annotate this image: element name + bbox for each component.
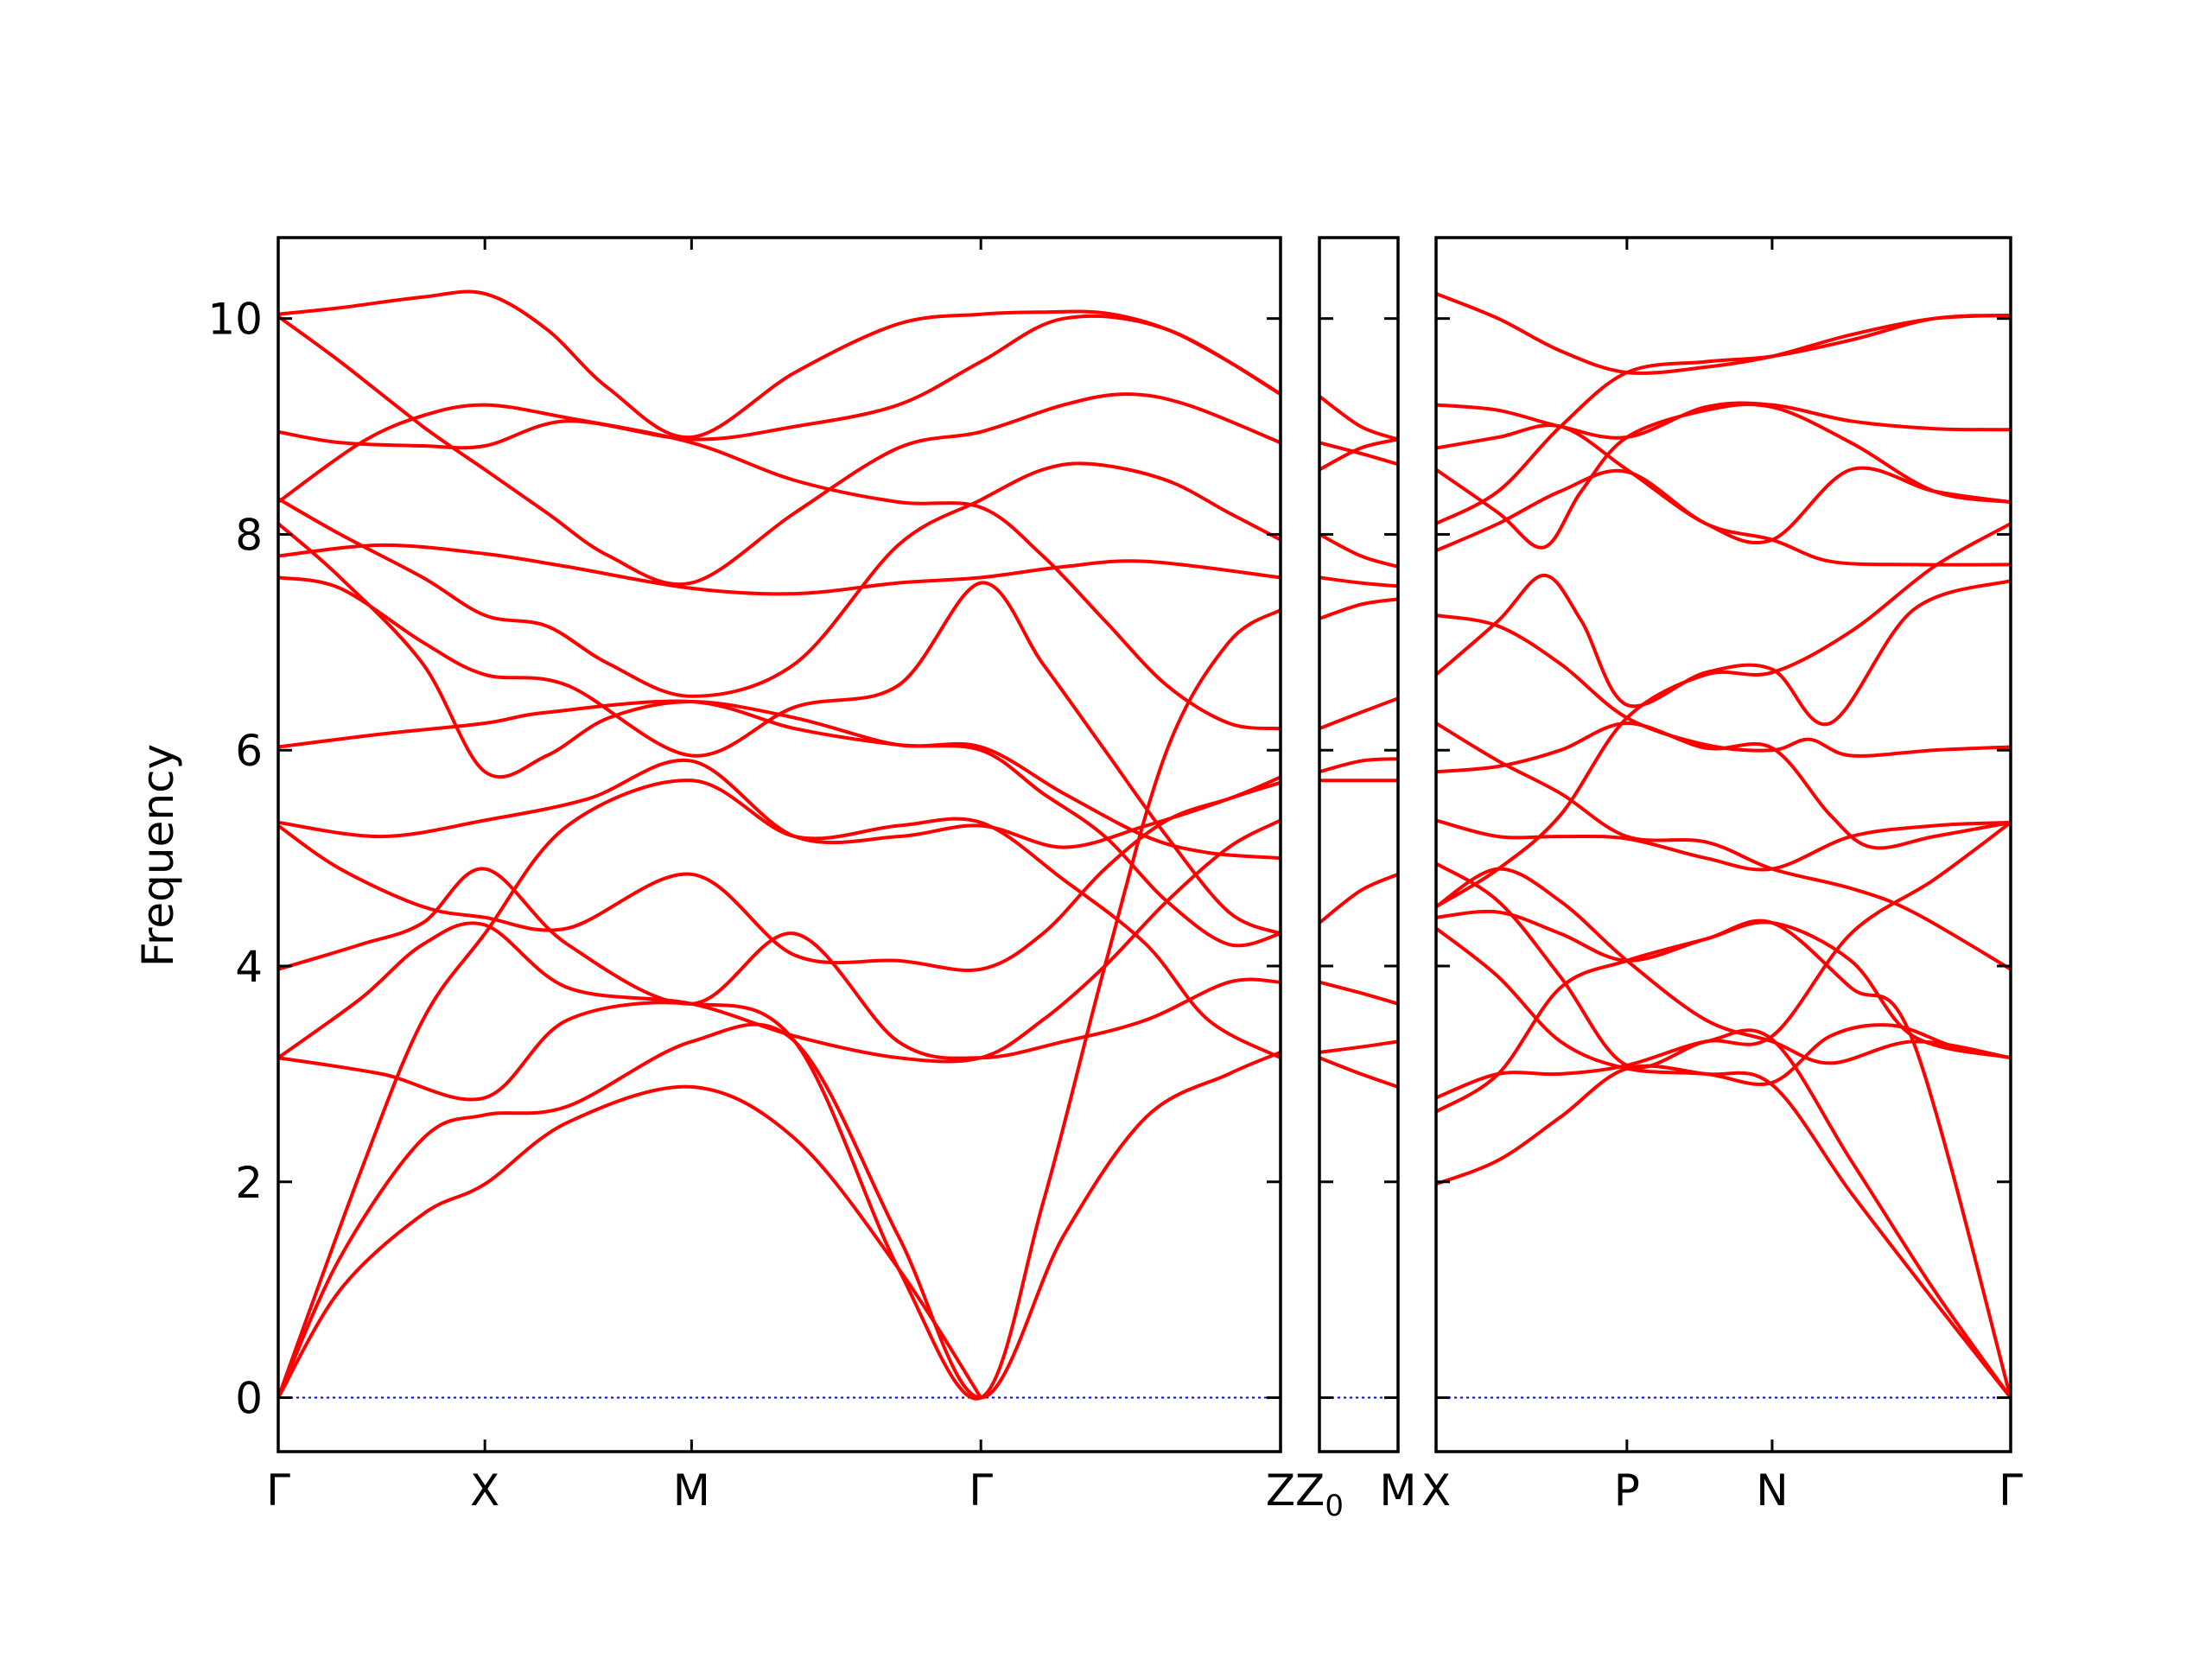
band-line [1319, 437, 1398, 472]
x-tick-label: X [470, 1465, 499, 1516]
band-line [1319, 696, 1398, 731]
band-line [278, 699, 1281, 948]
y-tick-label: 4 [235, 942, 263, 992]
band-line [1436, 573, 2011, 727]
x-tick-label: P [1614, 1465, 1640, 1516]
band-line [1436, 918, 2011, 1400]
band-line [1436, 402, 2011, 550]
band-line [278, 543, 1281, 596]
x-tick-label: Z [1266, 1465, 1295, 1516]
band-line [278, 780, 1281, 972]
band-line [278, 818, 1281, 1064]
band-line [1436, 401, 2011, 440]
axes-frame-panel-3 [1434, 236, 2012, 1453]
band-line [1436, 867, 2011, 1065]
x-tick-label: Γ [266, 1465, 290, 1516]
band-line [1436, 926, 2011, 1086]
band-line [1319, 757, 1398, 774]
y-tick-label: 2 [235, 1158, 263, 1208]
bands-layer [278, 289, 2011, 1401]
band-line [1436, 820, 2011, 1070]
band-line [1436, 1028, 2011, 1400]
x-tick-label: Z0 [1295, 1465, 1344, 1523]
band-line [278, 607, 1281, 1401]
x-tick-label: X [1421, 1465, 1451, 1516]
x-tick-label: M [1379, 1465, 1416, 1516]
band-line [1436, 468, 2011, 567]
y-tick-label: 0 [235, 1374, 263, 1424]
band-line [278, 314, 1281, 450]
band-line [1319, 394, 1398, 442]
band-line [1319, 597, 1398, 620]
band-line [1319, 532, 1398, 569]
band-line [1436, 613, 2011, 758]
band-line [278, 1084, 983, 1400]
band-line [278, 522, 1281, 861]
band-line [278, 315, 1281, 587]
band-line [1436, 313, 2011, 525]
x-tick-label: Γ [969, 1465, 993, 1516]
band-line [1436, 423, 2011, 545]
band-line [1319, 441, 1398, 467]
band-line [1436, 1064, 2011, 1400]
bands-panel-3 [1436, 291, 2011, 1400]
axes-frame-panel-2 [1318, 236, 1400, 1453]
x-tick-label: M [673, 1465, 710, 1516]
y-axis-label: Frequency [133, 744, 183, 967]
band-line [278, 461, 1281, 698]
x-tick-label: N [1756, 1465, 1788, 1516]
band-line [1436, 818, 2011, 872]
band-line [1319, 872, 1398, 925]
frames-layer [276, 236, 2012, 1453]
y-tick-label: 8 [235, 510, 263, 560]
band-line [278, 867, 1281, 1060]
band-line [278, 779, 1281, 1400]
band-line [278, 403, 1281, 731]
y-tick-label: 6 [235, 726, 263, 776]
band-line [1436, 721, 2011, 850]
band-line [1436, 522, 2011, 909]
bands-panel-2 [1319, 394, 1398, 1089]
band-line [278, 1022, 1281, 1400]
band-line [1319, 980, 1398, 1006]
band-line [1436, 721, 2011, 971]
band-line [1319, 1039, 1398, 1054]
axes-frame-panel-1 [276, 236, 1282, 1453]
y-tick-label: 10 [207, 295, 263, 345]
band-line [1319, 1056, 1398, 1089]
band-line [278, 758, 1281, 849]
x-tick-label: Γ [1999, 1465, 2023, 1516]
bands-panel-1 [278, 289, 1281, 1401]
band-line [278, 575, 1281, 936]
band-line [1319, 575, 1398, 588]
